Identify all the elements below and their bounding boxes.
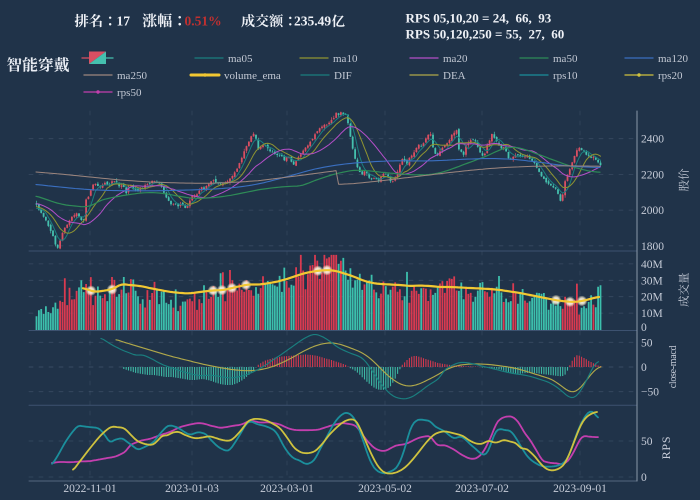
svg-text:50: 50 [641,436,653,448]
svg-text:50: 50 [641,337,653,349]
svg-text:2023-09-01: 2023-09-01 [553,483,607,495]
svg-text:2023-01-03: 2023-01-03 [165,483,219,495]
svg-text:−50: −50 [641,387,659,399]
svg-text:ma20: ma20 [443,53,468,65]
svg-text:DIF: DIF [334,70,352,82]
svg-text:2200: 2200 [641,169,664,181]
svg-text:235.49: 235.49 [294,14,331,29]
svg-text:2400: 2400 [641,134,664,146]
svg-text:2023-07-02: 2023-07-02 [455,483,509,495]
svg-text:0.51%: 0.51% [185,14,222,29]
svg-text:0: 0 [641,362,647,374]
svg-text:30M: 30M [641,275,663,287]
svg-text:2023-05-02: 2023-05-02 [358,483,412,495]
svg-text:2022-11-01: 2022-11-01 [63,483,116,495]
svg-text:17: 17 [117,14,131,29]
svg-text:ma250: ma250 [117,70,147,82]
svg-text:ma50: ma50 [553,53,578,65]
svg-text:10M: 10M [641,308,663,320]
svg-text:DEA: DEA [443,70,466,82]
svg-text:close-macd: close-macd [668,345,679,388]
svg-text:40M: 40M [641,259,663,271]
svg-text:RPS 50,120,250 = 55, 27, 60: RPS 50,120,250 = 55, 27, 60 [406,27,565,42]
svg-text:rps20: rps20 [658,70,683,82]
svg-text:volume_ema: volume_ema [224,70,281,82]
svg-text:2000: 2000 [641,205,664,217]
svg-text:20M: 20M [641,292,663,304]
svg-text:ma05: ma05 [228,53,253,65]
svg-text:rps10: rps10 [553,70,578,82]
svg-text:ma10: ma10 [333,53,358,65]
svg-text:1800: 1800 [641,241,664,253]
svg-text:0: 0 [641,322,647,334]
svg-text:RPS 05,10,20 = 24, 66, 93: RPS 05,10,20 = 24, 66, 93 [406,11,552,26]
svg-text:2023-03-01: 2023-03-01 [260,483,314,495]
svg-text:0: 0 [641,472,647,484]
svg-text:rps50: rps50 [117,87,142,99]
svg-text:RPS: RPS [659,436,673,460]
svg-text:ma120: ma120 [658,53,688,65]
